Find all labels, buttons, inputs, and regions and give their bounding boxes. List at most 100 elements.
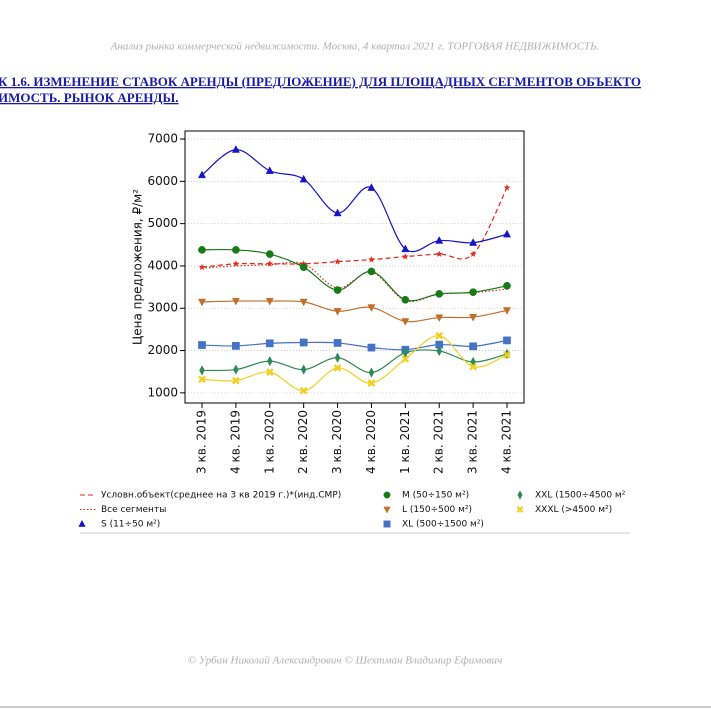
marker	[265, 339, 274, 348]
marker	[198, 375, 206, 384]
marker	[502, 229, 512, 238]
x-tick-label: 4 кв. 2019	[228, 410, 242, 474]
marker	[401, 295, 410, 304]
legend-label: Условн.объект(среднее на 3 кв 2019 г.)*(…	[101, 491, 341, 501]
marker	[78, 519, 86, 527]
marker	[469, 342, 477, 351]
marker	[299, 338, 308, 347]
series-line	[201, 248, 508, 302]
marker	[299, 298, 308, 307]
marker	[199, 365, 205, 376]
marker	[435, 331, 444, 340]
marker	[231, 376, 240, 385]
marker	[401, 318, 410, 326]
marker	[367, 183, 376, 191]
marker	[367, 343, 376, 352]
y-tick-label: 4000	[147, 258, 178, 272]
marker	[436, 345, 443, 357]
marker	[266, 260, 274, 267]
marker	[333, 286, 342, 294]
series-line	[201, 335, 508, 392]
marker	[197, 298, 207, 307]
x-tick-label: 2 кв. 2021	[432, 410, 446, 474]
marker	[503, 281, 511, 290]
y-tick-label: 3000	[147, 301, 178, 315]
figure-title: ИМОСТЬ. РЫНОК АРЕНДЫ.	[0, 90, 178, 105]
legend-label: XXL (1500÷4500 м²	[535, 491, 626, 501]
x-tick-label: 2 кв. 2020	[296, 410, 310, 474]
marker	[265, 250, 274, 258]
marker	[299, 263, 308, 272]
marker	[401, 355, 410, 363]
marker	[231, 297, 240, 306]
x-tick-label: 1 кв. 2021	[398, 410, 412, 474]
legend-label: XXXL (>4500 м²)	[535, 505, 612, 515]
marker	[266, 355, 273, 367]
y-axis-label: Цена предложения, ₽/м²	[131, 189, 145, 345]
series-line	[201, 149, 508, 253]
marker	[503, 350, 511, 359]
marker	[333, 363, 342, 372]
legend-label: S (11÷50 м²)	[101, 520, 160, 530]
marker	[383, 506, 391, 514]
marker	[197, 170, 207, 179]
series-line	[201, 261, 508, 303]
marker	[469, 313, 478, 322]
marker	[517, 490, 523, 500]
marker	[300, 364, 307, 375]
marker	[435, 250, 443, 258]
footer: © Урбан Николай Александрович © Шехтман …	[188, 655, 503, 667]
marker	[435, 290, 444, 298]
marker	[367, 379, 376, 388]
marker	[233, 364, 239, 375]
marker	[401, 252, 409, 260]
marker	[367, 255, 376, 263]
marker	[333, 339, 342, 347]
marker	[469, 362, 478, 371]
marker	[383, 520, 391, 528]
marker	[265, 368, 274, 377]
series-line	[201, 187, 508, 268]
y-tick-label: 6000	[147, 174, 178, 188]
marker	[232, 246, 240, 254]
marker	[435, 314, 444, 323]
y-tick-label: 7000	[147, 132, 178, 146]
x-tick-label: 3 кв. 2020	[330, 410, 344, 474]
legend-label: M (50÷150 м²)	[402, 491, 469, 501]
x-tick-label: 4 кв. 2021	[500, 410, 514, 474]
x-tick-label: 4 кв. 2020	[364, 410, 378, 474]
legend-label: Все сегменты	[101, 505, 166, 515]
marker	[198, 341, 206, 349]
marker	[469, 288, 477, 297]
y-tick-label: 2000	[147, 343, 178, 357]
x-tick-label: 3 кв. 2019	[195, 410, 209, 474]
marker	[333, 308, 342, 316]
marker	[367, 267, 376, 276]
legend-label: L (150÷500 м²)	[402, 505, 472, 515]
y-tick-label: 1000	[147, 385, 178, 399]
running-header: Анализ рынка коммерческой недвижимости. …	[110, 41, 600, 53]
marker	[299, 174, 308, 183]
marker	[503, 336, 511, 345]
figure-title: К 1.6. ИЗМЕНЕНИЕ СТАВОК АРЕНДЫ (ПРЕДЛОЖЕ…	[0, 74, 641, 89]
marker	[435, 236, 444, 244]
series-line	[201, 339, 508, 351]
marker	[502, 307, 512, 315]
marker	[368, 367, 375, 378]
x-tick-label: 3 кв. 2021	[466, 410, 480, 474]
marker	[401, 244, 410, 253]
y-tick-label: 5000	[147, 216, 178, 230]
marker	[469, 238, 478, 246]
legend: Условн.объект(среднее на 3 кв 2019 г.)*(…	[78, 490, 626, 530]
marker	[299, 386, 308, 395]
marker	[469, 250, 477, 258]
marker	[333, 208, 342, 217]
marker	[334, 352, 341, 363]
marker	[231, 145, 240, 153]
marker	[367, 304, 376, 312]
marker	[383, 491, 391, 499]
marker	[232, 260, 240, 267]
marker	[265, 166, 274, 174]
legend-label: XL (500÷1500 м²)	[402, 520, 484, 530]
